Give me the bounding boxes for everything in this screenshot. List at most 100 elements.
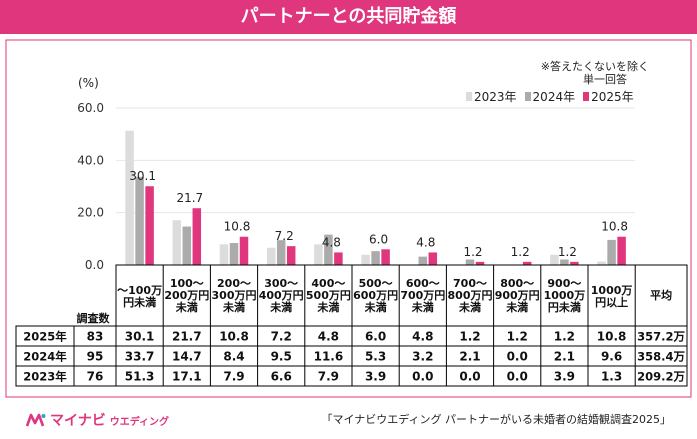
category-label: 800万円 xyxy=(448,289,493,302)
category-label: 300万円 xyxy=(212,289,257,302)
bar-2025年 xyxy=(475,261,485,265)
legend-label-2023: 2023年 xyxy=(474,90,517,104)
bar-2025年 xyxy=(428,252,438,265)
table-value-cell: 14.7 xyxy=(172,350,202,364)
table-value-cell: 21.7 xyxy=(172,330,202,344)
table-value-cell: 1.3 xyxy=(601,370,622,384)
table-value-cell: 6.6 xyxy=(271,370,292,384)
legend-swatch-2024 xyxy=(524,92,531,101)
table-value-cell: 6.0 xyxy=(365,330,386,344)
table-value-cell: 0.0 xyxy=(459,370,480,384)
source-credit: 「マイナビウエディング パートナーがいる未婚者の結婚観調査2025」 xyxy=(321,413,672,426)
category-label: 未満 xyxy=(316,300,339,314)
header-bar xyxy=(0,0,697,34)
table-value-cell: 7.9 xyxy=(318,370,339,384)
bar-data-label: 4.8 xyxy=(416,235,435,249)
bar-2023年 xyxy=(125,130,134,265)
category-label: 700万円 xyxy=(400,289,445,302)
note-exclusion: ※答えたくないを除く xyxy=(540,60,649,73)
table-value-cell: 30.1 xyxy=(125,330,155,344)
y-tick-label: 0.0 xyxy=(85,258,104,272)
table-value-cell: 33.7 xyxy=(125,350,155,364)
table-value-cell: 3.9 xyxy=(554,370,575,384)
table-value-cell: 4.8 xyxy=(412,330,433,344)
bar-2023年 xyxy=(266,247,276,265)
legend-label-2025: 2025年 xyxy=(591,90,634,104)
bar-2024年 xyxy=(371,251,380,265)
table-value-cell: 7.9 xyxy=(223,370,244,384)
bar-data-label: 1.2 xyxy=(511,245,530,259)
bar-data-label: 21.7 xyxy=(176,191,203,205)
legend-swatch-2025 xyxy=(583,92,590,101)
chart-legend: 2023年 2024年 2025年 xyxy=(466,88,634,105)
table-value-cell: 2.1 xyxy=(459,350,480,364)
table-value-cell: 2.1 xyxy=(554,350,575,364)
category-label: 円以上 xyxy=(595,295,628,309)
category-label: 800～ xyxy=(500,277,534,290)
page-title: パートナーとの共同貯金額 xyxy=(240,6,457,27)
bar-2024年 xyxy=(276,240,286,265)
legend-label-2024: 2024年 xyxy=(532,90,576,104)
bar-2024年 xyxy=(182,226,192,265)
category-label: 700～ xyxy=(453,277,487,290)
bar-2024年 xyxy=(418,256,428,265)
category-label: 600～ xyxy=(406,277,440,290)
table-count-cell: 83 xyxy=(87,330,104,344)
bar-2024年 xyxy=(465,259,475,265)
table-value-cell: 0.0 xyxy=(507,350,528,364)
bar-2025年 xyxy=(617,236,626,265)
table-avg-cell: 209.2万 xyxy=(637,370,685,384)
bar-data-label: 4.8 xyxy=(322,235,341,249)
bar-2025年 xyxy=(145,186,154,265)
category-label: ～100万 xyxy=(117,284,162,297)
bar-2025年 xyxy=(570,261,579,265)
category-label: 未満 xyxy=(269,300,292,314)
category-label: 円未満 xyxy=(123,295,156,309)
bar-2024年 xyxy=(229,243,239,265)
y-tick-label: 20.0 xyxy=(77,206,104,220)
category-label: 未満 xyxy=(222,300,245,314)
bar-2025年 xyxy=(286,246,296,265)
table-count-cell: 76 xyxy=(87,370,104,384)
bar-data-label: 30.1 xyxy=(129,169,156,183)
bar-2025年 xyxy=(522,261,532,265)
table-count-cell: 95 xyxy=(87,350,104,364)
bar-2023年 xyxy=(172,220,182,265)
bar-data-label: 1.2 xyxy=(558,245,577,259)
category-label: 円未満 xyxy=(548,300,581,314)
table-value-cell: 1.2 xyxy=(507,330,528,344)
category-label: 600万円 xyxy=(353,289,398,302)
table-avg-cell: 358.4万 xyxy=(637,350,685,364)
bar-2025年 xyxy=(334,252,343,265)
category-label: 500～ xyxy=(359,277,393,290)
table-value-cell: 9.6 xyxy=(601,350,622,364)
table-value-cell: 10.8 xyxy=(597,330,627,344)
bar-2023年 xyxy=(314,244,323,265)
category-label: 100～ xyxy=(170,277,204,290)
table-value-cell: 17.1 xyxy=(172,370,202,384)
brand-mark-icon xyxy=(26,413,46,427)
bar-2023年 xyxy=(550,254,559,265)
bar-data-label: 10.8 xyxy=(224,220,251,234)
y-axis-unit-label: (%) xyxy=(78,76,99,90)
brand-name: マイナビ xyxy=(50,413,106,429)
table-value-cell: 11.6 xyxy=(314,350,344,364)
table-value-cell: 51.3 xyxy=(125,370,155,384)
table-year-cell: 2024年 xyxy=(23,350,67,364)
table-value-cell: 1.2 xyxy=(554,330,575,344)
legend-item-2023: 2023年 xyxy=(466,88,517,105)
brand-logo: マイナビ ウエディング xyxy=(26,410,169,430)
legend-item-2025: 2025年 xyxy=(583,88,634,105)
category-label: 900万円 xyxy=(495,289,540,302)
category-label: 未満 xyxy=(411,300,434,314)
table-value-cell: 0.0 xyxy=(507,370,528,384)
category-label: 200万円 xyxy=(164,289,209,302)
category-label: 200～ xyxy=(217,277,251,290)
bar-2025年 xyxy=(239,236,249,265)
bar-2024年 xyxy=(324,234,333,265)
bar-2023年 xyxy=(597,261,606,265)
category-label: 400～ xyxy=(311,277,345,290)
bar-data-label: 10.8 xyxy=(601,220,628,234)
category-label: 1000万 xyxy=(591,284,633,297)
category-label: 未満 xyxy=(505,300,528,314)
